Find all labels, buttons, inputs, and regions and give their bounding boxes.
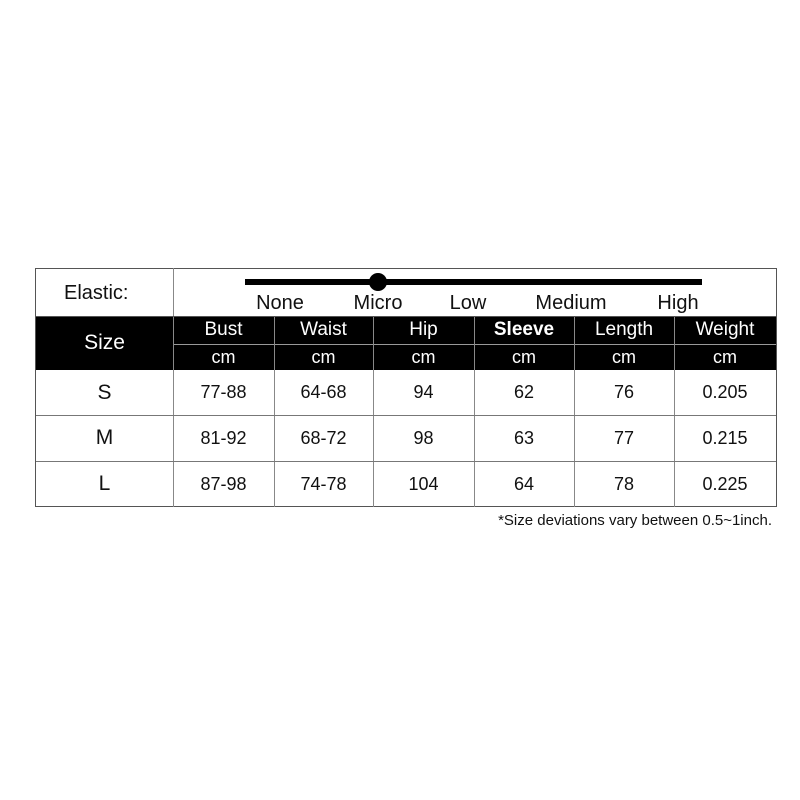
grid-line <box>36 316 776 317</box>
header-unit-hip: cm <box>411 346 436 367</box>
cell-waist: 64-68 <box>300 382 347 402</box>
cell-weight: 0.225 <box>702 473 748 494</box>
size-s: S <box>97 380 112 404</box>
cell-length: 77 <box>613 427 635 448</box>
header-sleeve: Sleeve <box>493 319 555 340</box>
header-unit-weight: cm <box>713 346 737 367</box>
size-l: L <box>98 472 111 495</box>
header-background <box>36 316 776 370</box>
cell-sleeve: 64 <box>513 473 535 494</box>
header-weight: Weight <box>695 319 755 340</box>
elastic-scale-track <box>245 279 702 285</box>
header-unit-bust: cm <box>211 346 236 367</box>
cell-bust: 77-88 <box>200 382 247 402</box>
size-chart-table <box>35 268 777 507</box>
cell-waist: 74-78 <box>300 473 347 494</box>
cell-weight: 0.205 <box>702 382 748 402</box>
elastic-level-low: Low <box>449 292 487 314</box>
elastic-level-high: High <box>657 292 699 314</box>
size-m: M <box>95 426 114 449</box>
cell-sleeve: 62 <box>513 382 535 402</box>
cell-length: 78 <box>613 473 635 494</box>
grid-line <box>474 316 475 507</box>
size-deviation-note: *Size deviations vary between 0.5~1inch. <box>498 512 772 529</box>
elastic-scale-marker <box>369 273 387 291</box>
elastic-label: Elastic: <box>64 282 129 304</box>
cell-bust: 87-98 <box>200 473 247 494</box>
grid-line <box>173 268 174 507</box>
header-unit-waist: cm <box>311 346 336 367</box>
grid-line <box>36 415 776 416</box>
cell-waist: 68-72 <box>300 427 347 448</box>
header-length: Length <box>594 319 654 340</box>
grid-line <box>373 316 374 507</box>
header-hip: Hip <box>409 319 438 340</box>
cell-hip: 104 <box>408 473 439 494</box>
grid-line <box>574 316 575 507</box>
header-unit-sleeve: cm <box>512 346 536 367</box>
elastic-level-medium: Medium <box>535 292 607 314</box>
cell-bust: 81-92 <box>200 427 247 448</box>
cell-length: 76 <box>613 382 635 402</box>
header-bust: Bust <box>204 319 243 340</box>
grid-line <box>274 316 275 507</box>
cell-sleeve: 63 <box>513 427 535 448</box>
header-size: Size <box>84 331 125 354</box>
elastic-level-micro: Micro <box>353 292 403 314</box>
header-waist: Waist <box>300 319 347 340</box>
header-unit-length: cm <box>612 346 636 367</box>
grid-line <box>674 316 675 507</box>
grid-line <box>36 461 776 462</box>
cell-hip: 98 <box>413 427 434 448</box>
elastic-level-none: None <box>256 292 304 314</box>
cell-hip: 94 <box>413 382 434 402</box>
cell-weight: 0.215 <box>702 427 748 448</box>
